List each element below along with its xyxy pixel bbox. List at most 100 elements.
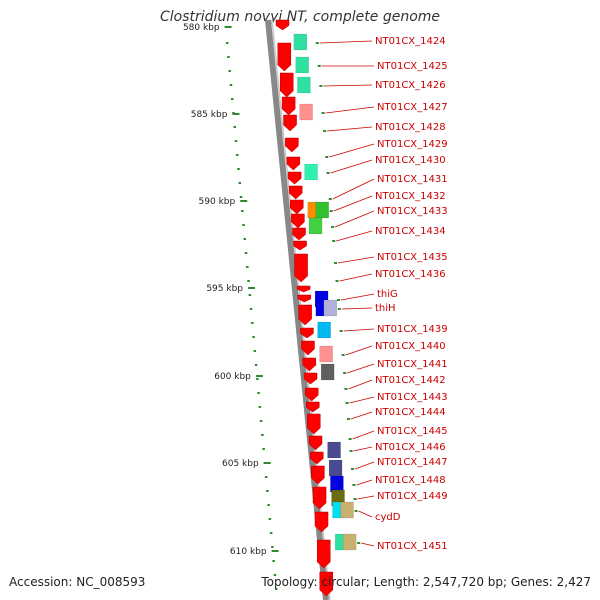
gene-label[interactable]: NT01CX_1428 — [375, 122, 446, 133]
cog-category-box — [328, 459, 343, 477]
gene-marker — [341, 354, 345, 356]
gene-marker — [345, 402, 349, 404]
gene-label[interactable]: NT01CX_1440 — [375, 341, 446, 352]
gene-label[interactable]: NT01CX_1430 — [375, 155, 446, 166]
gene-label[interactable]: NT01CX_1451 — [377, 541, 448, 552]
gene-label[interactable]: NT01CX_1435 — [377, 252, 448, 263]
leader-line — [357, 495, 375, 500]
scale-dot — [237, 168, 240, 170]
gene-label[interactable]: NT01CX_1445 — [377, 426, 448, 437]
gene-marker — [352, 484, 356, 486]
gene-label[interactable]: NT01CX_1436 — [375, 269, 446, 280]
gene-arrow — [312, 486, 327, 510]
leader-line — [329, 143, 375, 158]
gene-arrow — [291, 213, 305, 229]
scale-dot — [242, 224, 245, 226]
scale-dot — [257, 392, 260, 394]
gene-label[interactable]: NT01CX_1448 — [375, 475, 446, 486]
leader-line — [319, 40, 373, 44]
gene-label[interactable]: cydD — [375, 512, 401, 523]
scale-dot — [264, 476, 268, 478]
gene-label[interactable]: NT01CX_1442 — [375, 375, 446, 386]
gene-arrow — [293, 240, 307, 251]
gene-marker — [331, 226, 335, 228]
gene-label[interactable]: NT01CX_1426 — [375, 80, 446, 91]
cog-category-box — [297, 76, 311, 94]
cog-category-box — [317, 321, 331, 339]
scale-dot — [271, 546, 274, 548]
scale-dot — [244, 252, 248, 254]
gene-label[interactable]: NT01CX_1449 — [377, 491, 448, 502]
gene-marker — [343, 372, 347, 374]
gene-arrow — [310, 451, 324, 465]
gene-marker — [328, 198, 332, 200]
gene-label[interactable]: NT01CX_1439 — [377, 324, 448, 335]
gene-arrow — [306, 413, 321, 435]
scale-dot — [236, 154, 239, 156]
leader-line — [333, 195, 373, 212]
scale-dot — [229, 84, 233, 86]
scale-dot — [251, 322, 254, 324]
scale-tick-label: 590 kbp — [199, 197, 236, 207]
leader-line — [341, 293, 375, 301]
leader-line — [361, 542, 375, 547]
gene-label[interactable]: NT01CX_1444 — [375, 407, 446, 418]
gene-label[interactable]: NT01CX_1441 — [377, 359, 448, 370]
gene-arrow — [303, 372, 318, 385]
leader-line — [352, 430, 375, 440]
gene-label[interactable]: thiG — [377, 289, 398, 300]
gene-label[interactable]: NT01CX_1427 — [377, 102, 448, 113]
gene-marker — [315, 42, 319, 44]
gene-label[interactable]: NT01CX_1429 — [377, 139, 448, 150]
gene-arrow — [279, 72, 294, 98]
scale-dot — [225, 42, 229, 44]
gene-label[interactable]: NT01CX_1443 — [377, 392, 448, 403]
gene-label[interactable]: thiH — [375, 303, 396, 314]
leader-line — [332, 178, 375, 200]
scale-dot — [227, 56, 230, 58]
cog-category-box — [304, 163, 318, 181]
gene-marker — [329, 210, 333, 212]
gene-arrow — [277, 42, 292, 72]
scale-tick-label: 600 kbp — [214, 372, 251, 382]
scale-dot — [246, 266, 249, 268]
gene-arrow — [304, 387, 319, 402]
gene-arrow — [311, 465, 325, 485]
gene-label[interactable]: NT01CX_1433 — [377, 206, 448, 217]
gene-arrow — [294, 253, 308, 283]
gene-marker — [357, 542, 361, 544]
gene-label[interactable]: NT01CX_1431 — [377, 174, 448, 185]
cog-category-box — [293, 33, 308, 51]
leader-line — [341, 307, 373, 310]
gene-marker — [334, 262, 338, 264]
gene-marker — [335, 280, 339, 282]
gene-label[interactable]: NT01CX_1425 — [377, 61, 448, 72]
gene-marker — [321, 112, 325, 114]
gene-label[interactable]: NT01CX_1432 — [375, 191, 446, 202]
cog-category-box — [308, 217, 323, 235]
gene-arrow — [297, 294, 312, 303]
leader-line — [336, 230, 373, 242]
scale-dot — [268, 518, 272, 520]
cog-category-box — [315, 201, 329, 219]
gene-marker — [351, 468, 355, 470]
gene-marker — [353, 498, 357, 500]
genome-title: Clostridium novyi NT, complete genome — [159, 9, 441, 25]
leader-line — [356, 479, 373, 486]
gene-label[interactable]: NT01CX_1446 — [375, 442, 446, 453]
gene-marker — [337, 308, 341, 310]
gene-marker — [325, 156, 329, 158]
gene-label[interactable]: NT01CX_1434 — [375, 226, 446, 237]
leader-line — [358, 510, 373, 518]
gene-label[interactable]: NT01CX_1447 — [377, 457, 448, 468]
cog-category-box — [327, 441, 341, 459]
leader-line — [345, 345, 373, 356]
leader-line — [337, 256, 375, 264]
leader-line — [349, 396, 375, 404]
gene-label[interactable]: NT01CX_1424 — [375, 36, 446, 47]
cog-category-box — [340, 501, 354, 519]
cog-category-box — [299, 103, 313, 121]
scale-dot — [239, 196, 243, 198]
gene-arrow — [301, 340, 315, 356]
accession-label: Accession: NC_008593 — [9, 575, 146, 589]
